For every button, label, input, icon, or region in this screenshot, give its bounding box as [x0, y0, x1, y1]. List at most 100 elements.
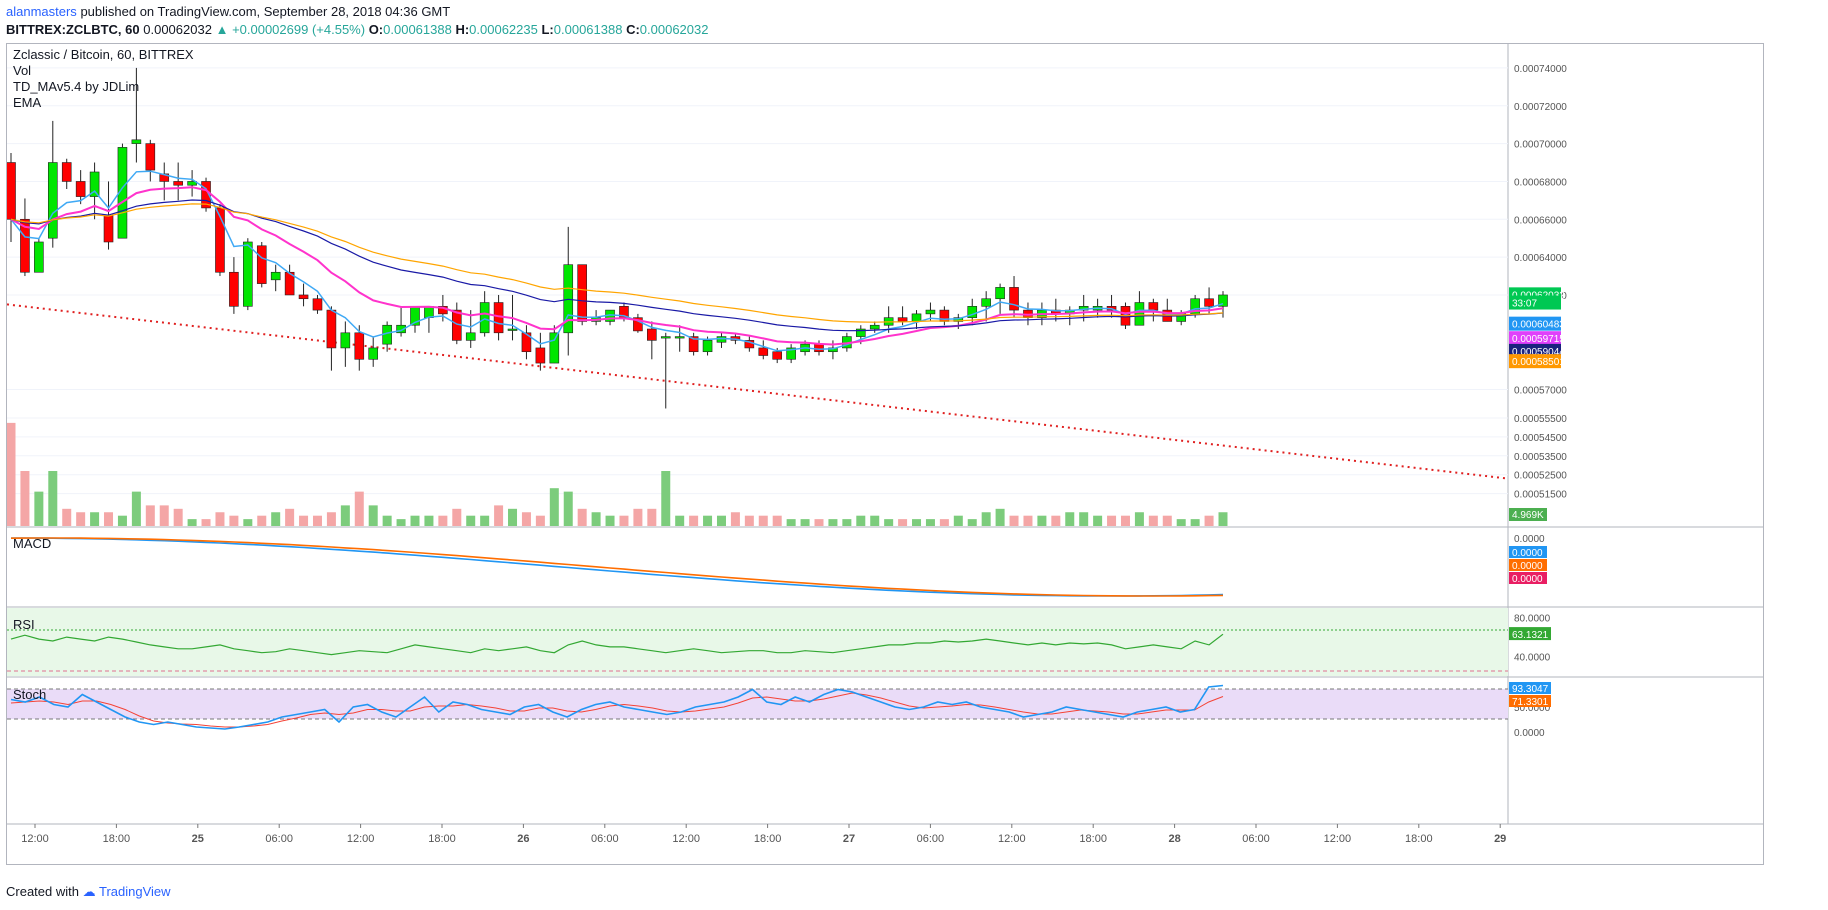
stoch-label: 71.3301: [1512, 697, 1549, 708]
candle-up: [995, 287, 1005, 300]
candle-down: [173, 181, 183, 186]
macd-label-bg: [1509, 546, 1547, 558]
volume-bar: [117, 515, 127, 526]
candle-up: [507, 328, 518, 331]
volume-bar: [1134, 512, 1144, 526]
candle-down: [633, 317, 643, 332]
candle-up: [911, 313, 922, 322]
volume-bar: [1176, 519, 1186, 526]
volume-bar: [159, 505, 169, 526]
volume-bar: [1009, 515, 1019, 526]
price-tick-label: 0.00068000: [1514, 177, 1567, 188]
candle-down: [688, 336, 699, 353]
price-change: +0.00002699 (+4.55%): [232, 22, 366, 37]
volume-bar: [1218, 512, 1228, 526]
price-tick-label: 0.00051500: [1514, 490, 1567, 501]
volume-bar: [1190, 519, 1200, 526]
volume-bar: [953, 515, 963, 526]
candle-up: [925, 309, 936, 315]
stoch-label: 93.3047: [1512, 684, 1549, 695]
ema-mid-line: [10, 186, 1224, 346]
volume-bar: [104, 512, 114, 526]
volume-bar: [201, 519, 211, 526]
macd-line: [11, 537, 1224, 597]
volume-bar: [299, 515, 309, 526]
candle-down: [354, 332, 365, 360]
time-tick-label: 12:00: [347, 833, 375, 845]
time-tick-label: 12:00: [21, 833, 49, 845]
created-with: Created with: [6, 884, 79, 899]
price-tick-label: 0.00070000: [1514, 140, 1567, 151]
macd-label: 0.0000: [1512, 574, 1543, 585]
footer: Created with ☁ TradingView: [6, 884, 171, 900]
time-tick-label: 25: [192, 833, 204, 845]
rsi-line: [10, 633, 1224, 656]
stoch-label-bg: [1509, 695, 1551, 707]
volume-bar: [382, 515, 392, 526]
candle-up: [368, 347, 379, 360]
price-label-bg: [1509, 316, 1561, 331]
high-label: H:: [455, 22, 470, 37]
candle-up: [340, 332, 351, 349]
time-tick-label: 06:00: [265, 833, 293, 845]
candle-down: [7, 162, 16, 220]
volume-bar: [981, 512, 991, 526]
close-label: C:: [626, 22, 640, 37]
volume-bar: [884, 519, 894, 526]
volume-bar: [995, 508, 1005, 526]
time-tick-label: 18:00: [1079, 833, 1107, 845]
volume-bar: [466, 515, 476, 526]
rsi-label: 63.1321: [1512, 630, 1549, 641]
time-tick-label: 12:00: [672, 833, 700, 845]
author-link[interactable]: alanmasters: [6, 4, 77, 19]
candle-up: [243, 241, 253, 307]
candle-down: [758, 347, 769, 356]
volume-bar: [131, 491, 141, 526]
volume-bar: [912, 519, 922, 526]
chart-svg[interactable]: 0.00074000 0.00072000 0.00070000 0.00068000…: [7, 44, 1763, 864]
publish-text: published on TradingView.com, September …: [80, 4, 451, 19]
chart-container[interactable]: 0.00074000 0.00072000 0.00070000 0.00068000…: [6, 43, 1764, 865]
symbol-line: BITTREX:ZCLBTC, 60 0.00062032 ▲ +0.00002…: [6, 22, 708, 37]
time-tick-label: 06:00: [591, 833, 619, 845]
candle-up: [131, 139, 142, 144]
volume-bar: [675, 515, 685, 526]
volume-bar: [34, 491, 44, 526]
volume-bar: [229, 515, 239, 526]
candle-up: [967, 306, 978, 318]
rsi-band: [7, 608, 1508, 676]
volume-bar: [591, 512, 601, 526]
volume-bar: [814, 519, 824, 526]
volume-bar: [90, 512, 100, 526]
candle-down: [897, 317, 908, 322]
volume-bar: [508, 508, 518, 526]
candle-up: [786, 347, 796, 360]
tradingview-logo-icon[interactable]: ☁: [82, 884, 96, 899]
up-arrow-icon: ▲: [215, 22, 229, 37]
volume-bar: [772, 515, 782, 526]
volume-bar: [48, 471, 58, 526]
candle-up: [479, 302, 490, 334]
volume-bar: [758, 515, 768, 526]
price-label: 0.00058501: [1512, 357, 1565, 368]
macd-legend: MACD: [13, 536, 52, 551]
candle-down: [256, 245, 267, 284]
volume-bar: [1065, 512, 1075, 526]
candle-down: [20, 218, 30, 273]
volume-bar: [271, 512, 281, 526]
volume-bar: [744, 515, 754, 526]
tradingview-link[interactable]: TradingView: [99, 884, 171, 899]
candle-down: [229, 271, 239, 307]
candle-down: [326, 309, 337, 349]
stoch-k-line: [10, 684, 1224, 730]
chart-title: Zclassic / Bitcoin, 60, BITTREX: [13, 47, 194, 62]
volume-bar: [633, 508, 643, 526]
candle-up: [981, 298, 991, 307]
time-tick-label: 29: [1494, 833, 1506, 845]
rsi-tick-label: 80.0000: [1514, 614, 1551, 625]
header-bar: alanmasters published on TradingView.com…: [0, 0, 1828, 42]
volume-bar: [326, 512, 336, 526]
volume-bar: [340, 505, 350, 526]
volume-bar: [1162, 515, 1172, 526]
volume-bar: [354, 491, 364, 526]
